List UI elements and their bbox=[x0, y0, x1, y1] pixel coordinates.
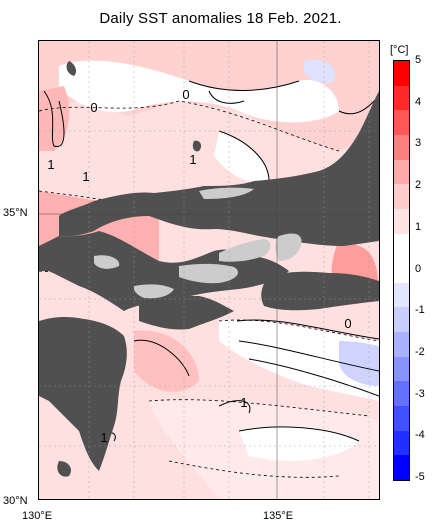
colorbar-segment bbox=[394, 85, 409, 111]
colorbar-segment bbox=[394, 110, 409, 136]
colorbar-segment bbox=[394, 406, 409, 432]
colorbar-tick-label: 2 bbox=[415, 179, 422, 192]
colorbar-tick-label: 3 bbox=[415, 137, 422, 150]
colorbar-segment bbox=[394, 184, 409, 210]
colorbar-segment bbox=[394, 307, 409, 333]
lon-label-135e: 135°E bbox=[263, 510, 294, 522]
colorbar-tick-label: 1 bbox=[415, 220, 422, 233]
contour-lines bbox=[43, 80, 379, 442]
lon-label-130e: 130°E bbox=[22, 510, 53, 522]
contour-label: 0 bbox=[90, 100, 97, 115]
colorbar-tick-label: -3 bbox=[415, 387, 425, 400]
colorbar-segment bbox=[394, 208, 409, 235]
colorbar bbox=[393, 60, 410, 481]
contour-label: 0 bbox=[344, 316, 351, 331]
map-title: Daily SST anomalies 18 Feb. 2021. bbox=[99, 10, 342, 27]
colorbar-unit: [°C] bbox=[390, 44, 409, 56]
colorbar-segment bbox=[394, 430, 409, 456]
lat-label-35n: 35°N bbox=[3, 207, 28, 219]
inland-sea bbox=[94, 187, 302, 299]
colorbar-tick-label: -4 bbox=[415, 429, 425, 442]
colorbar-segment bbox=[394, 282, 409, 308]
colorbar-segment bbox=[394, 61, 409, 87]
contour-label: 1 bbox=[100, 430, 107, 445]
contour-label: 0 bbox=[182, 87, 189, 102]
minor-grid-lines bbox=[39, 41, 379, 499]
colorbar-tick-label: 4 bbox=[415, 95, 422, 108]
lat-label-30n: 30°N bbox=[3, 495, 28, 507]
contour-label: 1 bbox=[240, 395, 247, 410]
contour-label: 1 bbox=[47, 157, 54, 172]
colorbar-tick-label: -5 bbox=[415, 471, 425, 483]
colorbar-segment bbox=[394, 455, 409, 481]
colorbar-tick-label: 5 bbox=[415, 54, 422, 66]
colorbar-segment bbox=[394, 356, 409, 382]
colorbar-tick-label: -1 bbox=[415, 304, 425, 317]
contour-label-group: 0 0 1 1 1 0 1 1 bbox=[47, 87, 351, 445]
colorbar-segment bbox=[394, 134, 409, 161]
colorbar-tick-label: -2 bbox=[415, 345, 425, 358]
colorbar-segment bbox=[394, 233, 409, 259]
colorbar-segment bbox=[394, 159, 409, 185]
sst-anomaly-map: 0 0 1 1 1 0 1 1 bbox=[38, 40, 380, 500]
contour-label: 1 bbox=[82, 169, 89, 184]
contour-label: 1 bbox=[189, 152, 196, 167]
colorbar-segment bbox=[394, 381, 409, 407]
colorbar-tick-label: 0 bbox=[415, 262, 422, 275]
colorbar-segment bbox=[394, 258, 409, 284]
colorbar-segment bbox=[394, 332, 409, 358]
grid-lines bbox=[39, 41, 379, 499]
